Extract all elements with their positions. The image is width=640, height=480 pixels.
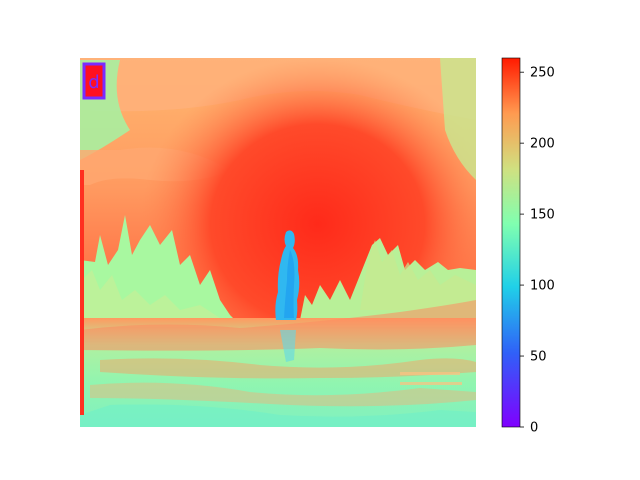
colorbar-ticks: 0 50 100 150 200 250: [520, 66, 555, 436]
heatmap-image: [80, 58, 476, 427]
inset-letter: d: [88, 72, 99, 93]
colorbar-tick-label: 250: [530, 66, 555, 81]
colorbar-gradient: [502, 58, 520, 427]
colorbar-tick-label: 200: [530, 137, 555, 152]
colorbar-frame: [501, 57, 521, 428]
colorbar-tick-label: 0: [530, 421, 538, 436]
letter-d-icon: d: [82, 62, 106, 100]
colorbar-tick-label: 50: [530, 350, 547, 365]
colorbar: 0 50 100 150 200 250: [501, 57, 555, 436]
colorbar-tick-label: 100: [530, 279, 555, 294]
colorbar-tick-label: 150: [530, 208, 555, 223]
